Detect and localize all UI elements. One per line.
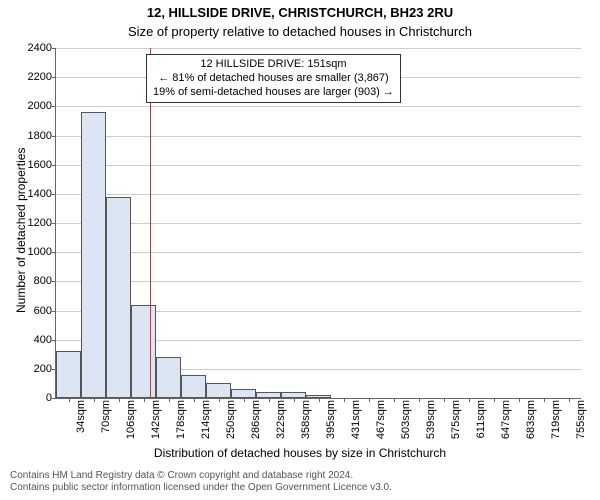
x-tick-label: 755sqm — [575, 400, 587, 448]
footer-line-1: Contains HM Land Registry data © Crown c… — [10, 470, 392, 482]
x-tick-mark — [569, 398, 570, 402]
x-tick-mark — [494, 398, 495, 402]
grid-line — [56, 136, 581, 137]
x-tick-label: 431sqm — [350, 400, 362, 448]
x-tick-mark — [469, 398, 470, 402]
x-tick-label: 70sqm — [100, 400, 112, 448]
y-axis-label: Number of detached properties — [14, 148, 28, 313]
chart-subtitle: Size of property relative to detached ho… — [0, 24, 600, 39]
x-tick-label: 719sqm — [550, 400, 562, 448]
x-tick-mark — [219, 398, 220, 402]
y-tick-mark — [52, 252, 56, 253]
x-tick-mark — [544, 398, 545, 402]
x-tick-mark — [169, 398, 170, 402]
histogram-bar — [131, 305, 156, 398]
y-tick-mark — [52, 223, 56, 224]
y-tick-mark — [52, 106, 56, 107]
x-tick-label: 250sqm — [225, 400, 237, 448]
x-tick-label: 611sqm — [475, 400, 487, 448]
histogram-bar — [156, 357, 181, 398]
grid-line — [56, 252, 581, 253]
y-tick-mark — [52, 311, 56, 312]
x-axis-label: Distribution of detached houses by size … — [0, 446, 600, 460]
x-tick-label: 322sqm — [275, 400, 287, 448]
x-tick-label: 467sqm — [375, 400, 387, 448]
plot-area: 0200400600800100012001400160018002000220… — [55, 48, 581, 399]
x-tick-label: 539sqm — [425, 400, 437, 448]
grid-line — [56, 223, 581, 224]
x-tick-label: 647sqm — [500, 400, 512, 448]
y-tick-mark — [52, 165, 56, 166]
x-tick-label: 286sqm — [250, 400, 262, 448]
x-tick-mark — [344, 398, 345, 402]
x-tick-mark — [319, 398, 320, 402]
x-tick-mark — [69, 398, 70, 402]
x-tick-label: 178sqm — [175, 400, 187, 448]
x-tick-mark — [394, 398, 395, 402]
histogram-bar — [181, 375, 206, 398]
y-tick-mark — [52, 398, 56, 399]
histogram-bar — [81, 112, 106, 398]
x-tick-label: 575sqm — [450, 400, 462, 448]
x-tick-mark — [294, 398, 295, 402]
y-tick-mark — [52, 281, 56, 282]
x-tick-mark — [519, 398, 520, 402]
grid-line — [56, 194, 581, 195]
x-tick-mark — [269, 398, 270, 402]
annotation-line: 19% of semi-detached houses are larger (… — [153, 86, 394, 100]
x-tick-mark — [444, 398, 445, 402]
histogram-bar — [231, 389, 256, 398]
x-tick-mark — [144, 398, 145, 402]
x-tick-label: 142sqm — [150, 400, 162, 448]
x-tick-mark — [244, 398, 245, 402]
chart-title-address: 12, HILLSIDE DRIVE, CHRISTCHURCH, BH23 2… — [0, 5, 600, 20]
x-tick-mark — [94, 398, 95, 402]
grid-line — [56, 281, 581, 282]
histogram-bar — [106, 197, 131, 398]
x-tick-label: 214sqm — [200, 400, 212, 448]
x-tick-label: 358sqm — [300, 400, 312, 448]
x-tick-label: 395sqm — [325, 400, 337, 448]
grid-line — [56, 165, 581, 166]
annotation-line: 12 HILLSIDE DRIVE: 151sqm — [153, 58, 394, 72]
x-tick-label: 683sqm — [525, 400, 537, 448]
grid-line — [56, 106, 581, 107]
y-tick-mark — [52, 48, 56, 49]
x-tick-mark — [369, 398, 370, 402]
y-tick-mark — [52, 194, 56, 195]
x-tick-mark — [119, 398, 120, 402]
annotation-box: 12 HILLSIDE DRIVE: 151sqm← 81% of detach… — [146, 54, 401, 103]
footer-attribution: Contains HM Land Registry data © Crown c… — [10, 470, 392, 494]
x-tick-mark — [419, 398, 420, 402]
x-tick-mark — [194, 398, 195, 402]
y-tick-mark — [52, 340, 56, 341]
x-tick-label: 34sqm — [75, 400, 87, 448]
x-tick-label: 503sqm — [400, 400, 412, 448]
y-tick-mark — [52, 77, 56, 78]
grid-line — [56, 48, 581, 49]
histogram-bar — [56, 351, 81, 398]
footer-line-2: Contains public sector information licen… — [10, 482, 392, 494]
annotation-line: ← 81% of detached houses are smaller (3,… — [153, 72, 394, 86]
y-tick-mark — [52, 136, 56, 137]
x-tick-label: 106sqm — [125, 400, 137, 448]
chart-container: 12, HILLSIDE DRIVE, CHRISTCHURCH, BH23 2… — [0, 0, 600, 500]
histogram-bar — [206, 383, 231, 398]
